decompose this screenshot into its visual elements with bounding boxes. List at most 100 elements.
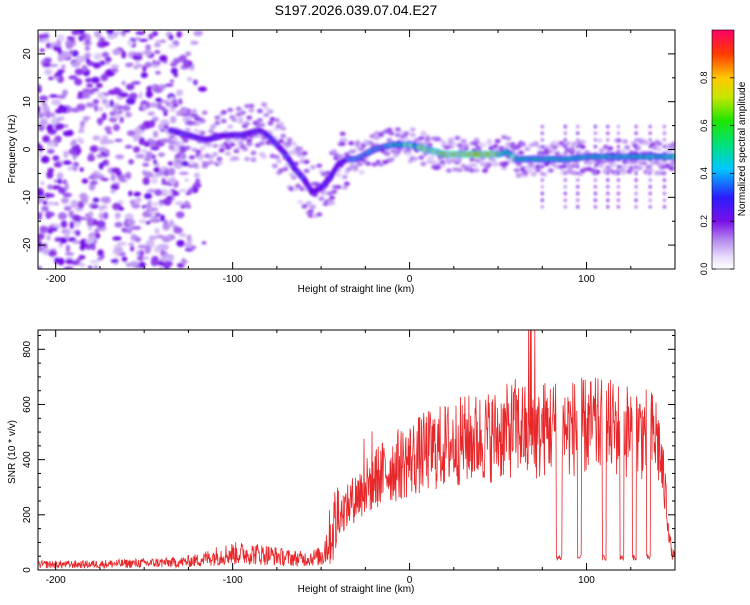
noise-blob — [138, 218, 147, 224]
noise-blob — [41, 33, 50, 39]
noise-blob — [51, 99, 61, 106]
halo-blob — [233, 148, 240, 154]
noise-blob — [141, 205, 147, 209]
noise-blob — [148, 235, 157, 241]
noise-blob — [65, 244, 70, 253]
noise-blob — [179, 232, 186, 238]
noise-blob — [155, 39, 162, 45]
streak-blob — [648, 145, 652, 149]
noise-blob — [143, 141, 150, 147]
halo-blob — [583, 150, 590, 155]
colorbar-tick-label: 0.6 — [699, 119, 709, 132]
noise-blob — [79, 167, 84, 172]
halo-blob — [649, 142, 656, 147]
streak-blob — [663, 178, 666, 182]
halo-blob — [176, 110, 183, 116]
y-tick-label: -10 — [22, 190, 33, 205]
noise-blob — [193, 172, 201, 179]
noise-blob — [168, 44, 177, 49]
noise-blob — [68, 210, 75, 218]
colorbar-tick-label: 0.2 — [699, 215, 709, 228]
noise-blob — [110, 189, 116, 194]
noise-blob — [164, 168, 170, 177]
streak-blob — [606, 178, 610, 182]
noise-blob — [39, 48, 45, 53]
noise-blob — [82, 88, 92, 94]
noise-blob — [124, 144, 133, 149]
noise-blob — [142, 162, 150, 167]
streak-blob — [563, 138, 567, 142]
halo-blob — [482, 168, 488, 173]
halo-blob — [358, 146, 365, 151]
noise-blob — [98, 162, 104, 170]
halo-blob — [212, 143, 219, 148]
noise-blob — [152, 130, 159, 138]
noise-blob — [42, 200, 48, 205]
noise-blob — [152, 30, 159, 37]
halo-blob — [246, 115, 253, 120]
halo-blob — [552, 140, 558, 145]
noise-blob — [186, 204, 192, 209]
noise-blob — [114, 221, 123, 228]
noise-blob — [92, 99, 100, 105]
noise-blob — [47, 184, 53, 190]
streak-blob — [594, 131, 597, 135]
noise-blob — [128, 190, 133, 197]
streak-blob — [563, 145, 567, 149]
noise-blob — [96, 117, 104, 125]
noise-blob — [158, 266, 164, 269]
noise-blob — [140, 72, 148, 79]
noise-blob — [59, 237, 68, 244]
halo-blob — [377, 132, 384, 138]
halo-blob — [318, 196, 325, 201]
halo-blob — [227, 107, 234, 113]
halo-blob — [494, 138, 501, 144]
streak-blob — [648, 171, 652, 175]
streak-blob — [563, 125, 567, 129]
noise-blob — [125, 62, 133, 68]
noise-blob — [145, 44, 151, 50]
halo-blob — [208, 128, 215, 134]
noise-blob — [117, 175, 126, 180]
halo-blob — [297, 199, 304, 205]
halo-blob — [656, 141, 663, 146]
halo-blob — [624, 145, 631, 150]
halo-blob — [299, 154, 306, 159]
noise-blob — [63, 150, 69, 159]
halo-blob — [388, 157, 395, 162]
halo-blob — [341, 174, 348, 180]
noise-blob — [89, 259, 100, 264]
noise-blob — [92, 135, 101, 141]
noise-blob — [168, 167, 176, 176]
halo-blob — [172, 136, 178, 142]
noise-blob — [56, 34, 65, 42]
streak-blob — [563, 205, 567, 209]
halo-blob — [647, 167, 654, 172]
streak-blob — [540, 125, 544, 129]
halo-blob — [431, 160, 437, 165]
halo-blob — [641, 161, 648, 166]
snr-series — [38, 330, 675, 569]
halo-blob — [242, 146, 248, 152]
snr-x-label: Height of straight line (km) — [298, 584, 415, 595]
noise-blob — [93, 52, 103, 60]
snr-ticks: -200 -100 0 100 0 200 400 600 800 — [22, 330, 676, 586]
streak-blob — [663, 198, 666, 202]
streak-blob — [634, 131, 638, 135]
halo-blob — [552, 145, 558, 150]
halo-blob — [418, 136, 425, 141]
noise-blob — [67, 166, 74, 171]
halo-blob — [316, 163, 323, 168]
streak-blob — [540, 131, 544, 135]
halo-blob — [331, 149, 338, 154]
halo-blob — [426, 142, 433, 148]
streak-blob — [617, 171, 620, 175]
halo-blob — [473, 137, 480, 143]
noise-blob — [101, 196, 111, 204]
streak-blob — [576, 205, 580, 209]
halo-blob — [280, 133, 287, 139]
noise-blob — [173, 226, 183, 234]
streak-blob — [576, 185, 580, 189]
noise-blob — [152, 116, 159, 122]
